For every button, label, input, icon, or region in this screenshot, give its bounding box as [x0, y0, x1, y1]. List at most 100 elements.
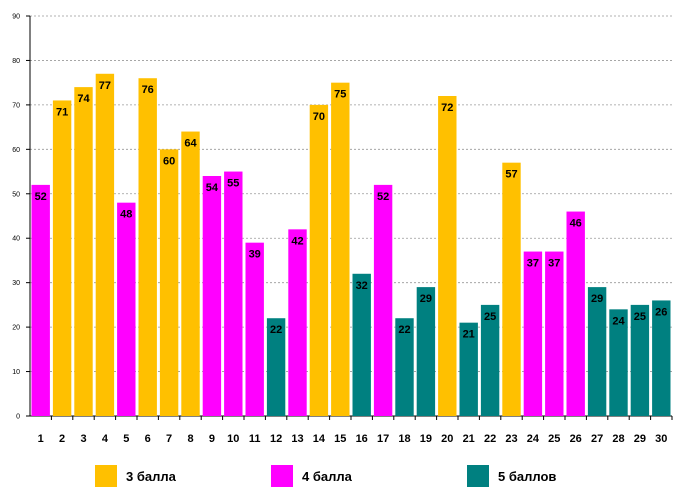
bar: [545, 251, 564, 416]
x-tick-label: 11: [249, 433, 261, 445]
legend-item: 5 баллов: [467, 465, 556, 487]
bar: [138, 78, 157, 416]
x-tick-label: 23: [505, 433, 517, 445]
x-tick-label: 6: [145, 433, 151, 445]
x-tick-label: 15: [334, 433, 346, 445]
x-tick-label: 8: [187, 433, 193, 445]
legend-swatch: [95, 465, 117, 487]
x-tick-label: 18: [398, 433, 410, 445]
x-tick-label: 12: [270, 433, 282, 445]
y-tick-label: 50: [12, 191, 20, 198]
data-label: 21: [463, 329, 475, 341]
data-label: 48: [120, 209, 132, 221]
data-label: 25: [634, 311, 646, 323]
x-tick-label: 28: [612, 433, 624, 445]
data-label: 71: [56, 106, 68, 118]
x-tick-label: 29: [634, 433, 646, 445]
bar: [587, 287, 607, 416]
x-tick-label: 3: [80, 433, 86, 445]
legend-label: 5 баллов: [498, 469, 556, 484]
y-tick-label: 30: [12, 280, 20, 287]
data-label: 75: [334, 89, 346, 101]
x-tick-label: 27: [591, 433, 603, 445]
data-label: 29: [591, 293, 603, 305]
bar: [373, 184, 393, 416]
bar: [159, 149, 179, 417]
x-tick-label: 4: [102, 433, 109, 445]
bars: [31, 73, 671, 417]
data-label: 54: [206, 182, 219, 194]
bar: [245, 242, 264, 416]
bar: [331, 82, 350, 417]
data-label: 72: [441, 102, 453, 114]
data-label: 29: [420, 293, 432, 305]
bar: [566, 211, 585, 416]
bar: [609, 309, 628, 416]
y-tick-label: 40: [12, 236, 20, 243]
bar: [74, 87, 93, 416]
data-label: 37: [548, 258, 560, 270]
x-axis-ticks: 1 2 3 4 5 6 7 8 9 10 11 12 13 14 15 16 17 18 19 20 21 22 23 24 2…: [38, 416, 673, 445]
data-label: 26: [655, 306, 667, 318]
bar: [352, 273, 371, 416]
data-label: 46: [570, 218, 582, 230]
x-tick-label: 30: [655, 433, 667, 445]
data-label: 64: [184, 138, 197, 150]
x-tick-label: 16: [356, 433, 368, 445]
bar: [202, 176, 222, 416]
data-label: 76: [142, 84, 154, 96]
bar: [523, 251, 543, 416]
data-label: 55: [227, 178, 239, 190]
data-label: 70: [313, 111, 325, 123]
x-tick-label: 1: [38, 433, 44, 445]
x-tick-label: 10: [227, 433, 239, 445]
legend: 3 балла 4 балла 5 баллов: [95, 465, 556, 487]
data-label: 24: [612, 315, 625, 327]
bar: [395, 318, 414, 416]
x-tick-label: 7: [166, 433, 172, 445]
x-tick-label: 25: [548, 433, 560, 445]
data-label: 60: [163, 155, 175, 167]
bar: [224, 171, 243, 416]
legend-label: 3 балла: [126, 469, 177, 484]
x-tick-label: 26: [570, 433, 582, 445]
bar: [117, 202, 136, 416]
x-tick-label: 14: [313, 433, 326, 445]
bar: [630, 304, 650, 416]
y-tick-label: 80: [12, 58, 20, 65]
bar: [95, 73, 115, 417]
x-tick-label: 20: [441, 433, 453, 445]
bar: [652, 300, 671, 416]
data-label: 42: [291, 235, 303, 247]
x-tick-label: 24: [527, 433, 540, 445]
y-tick-label: 90: [12, 14, 20, 21]
data-label: 77: [99, 80, 111, 92]
bar: [52, 100, 72, 416]
data-label: 57: [505, 169, 517, 181]
bar: [480, 304, 500, 416]
x-tick-label: 9: [209, 433, 215, 445]
y-tick-label: 20: [12, 325, 20, 332]
data-labels: 52 71 74 77 48 76 60 64 54 55 39 22 42 70 75 32 52 22 29 72…: [35, 80, 668, 341]
x-tick-label: 21: [463, 433, 475, 445]
y-tick-label: 0: [16, 414, 20, 421]
x-tick-label: 13: [291, 433, 303, 445]
bar: [181, 131, 200, 417]
y-tick-label: 10: [12, 369, 20, 376]
legend-item: 4 балла: [271, 465, 353, 487]
legend-label: 4 балла: [302, 469, 353, 484]
legend-item: 3 балла: [95, 465, 177, 487]
bar: [416, 287, 436, 416]
gridlines: [30, 15, 672, 372]
x-tick-label: 5: [123, 433, 129, 445]
data-label: 22: [398, 324, 410, 336]
data-label: 52: [377, 191, 389, 203]
bar: [502, 162, 521, 416]
data-label: 22: [270, 324, 282, 336]
x-tick-label: 19: [420, 433, 432, 445]
bar: [288, 229, 307, 416]
legend-swatch: [467, 465, 489, 487]
y-tick-label: 70: [12, 102, 20, 109]
